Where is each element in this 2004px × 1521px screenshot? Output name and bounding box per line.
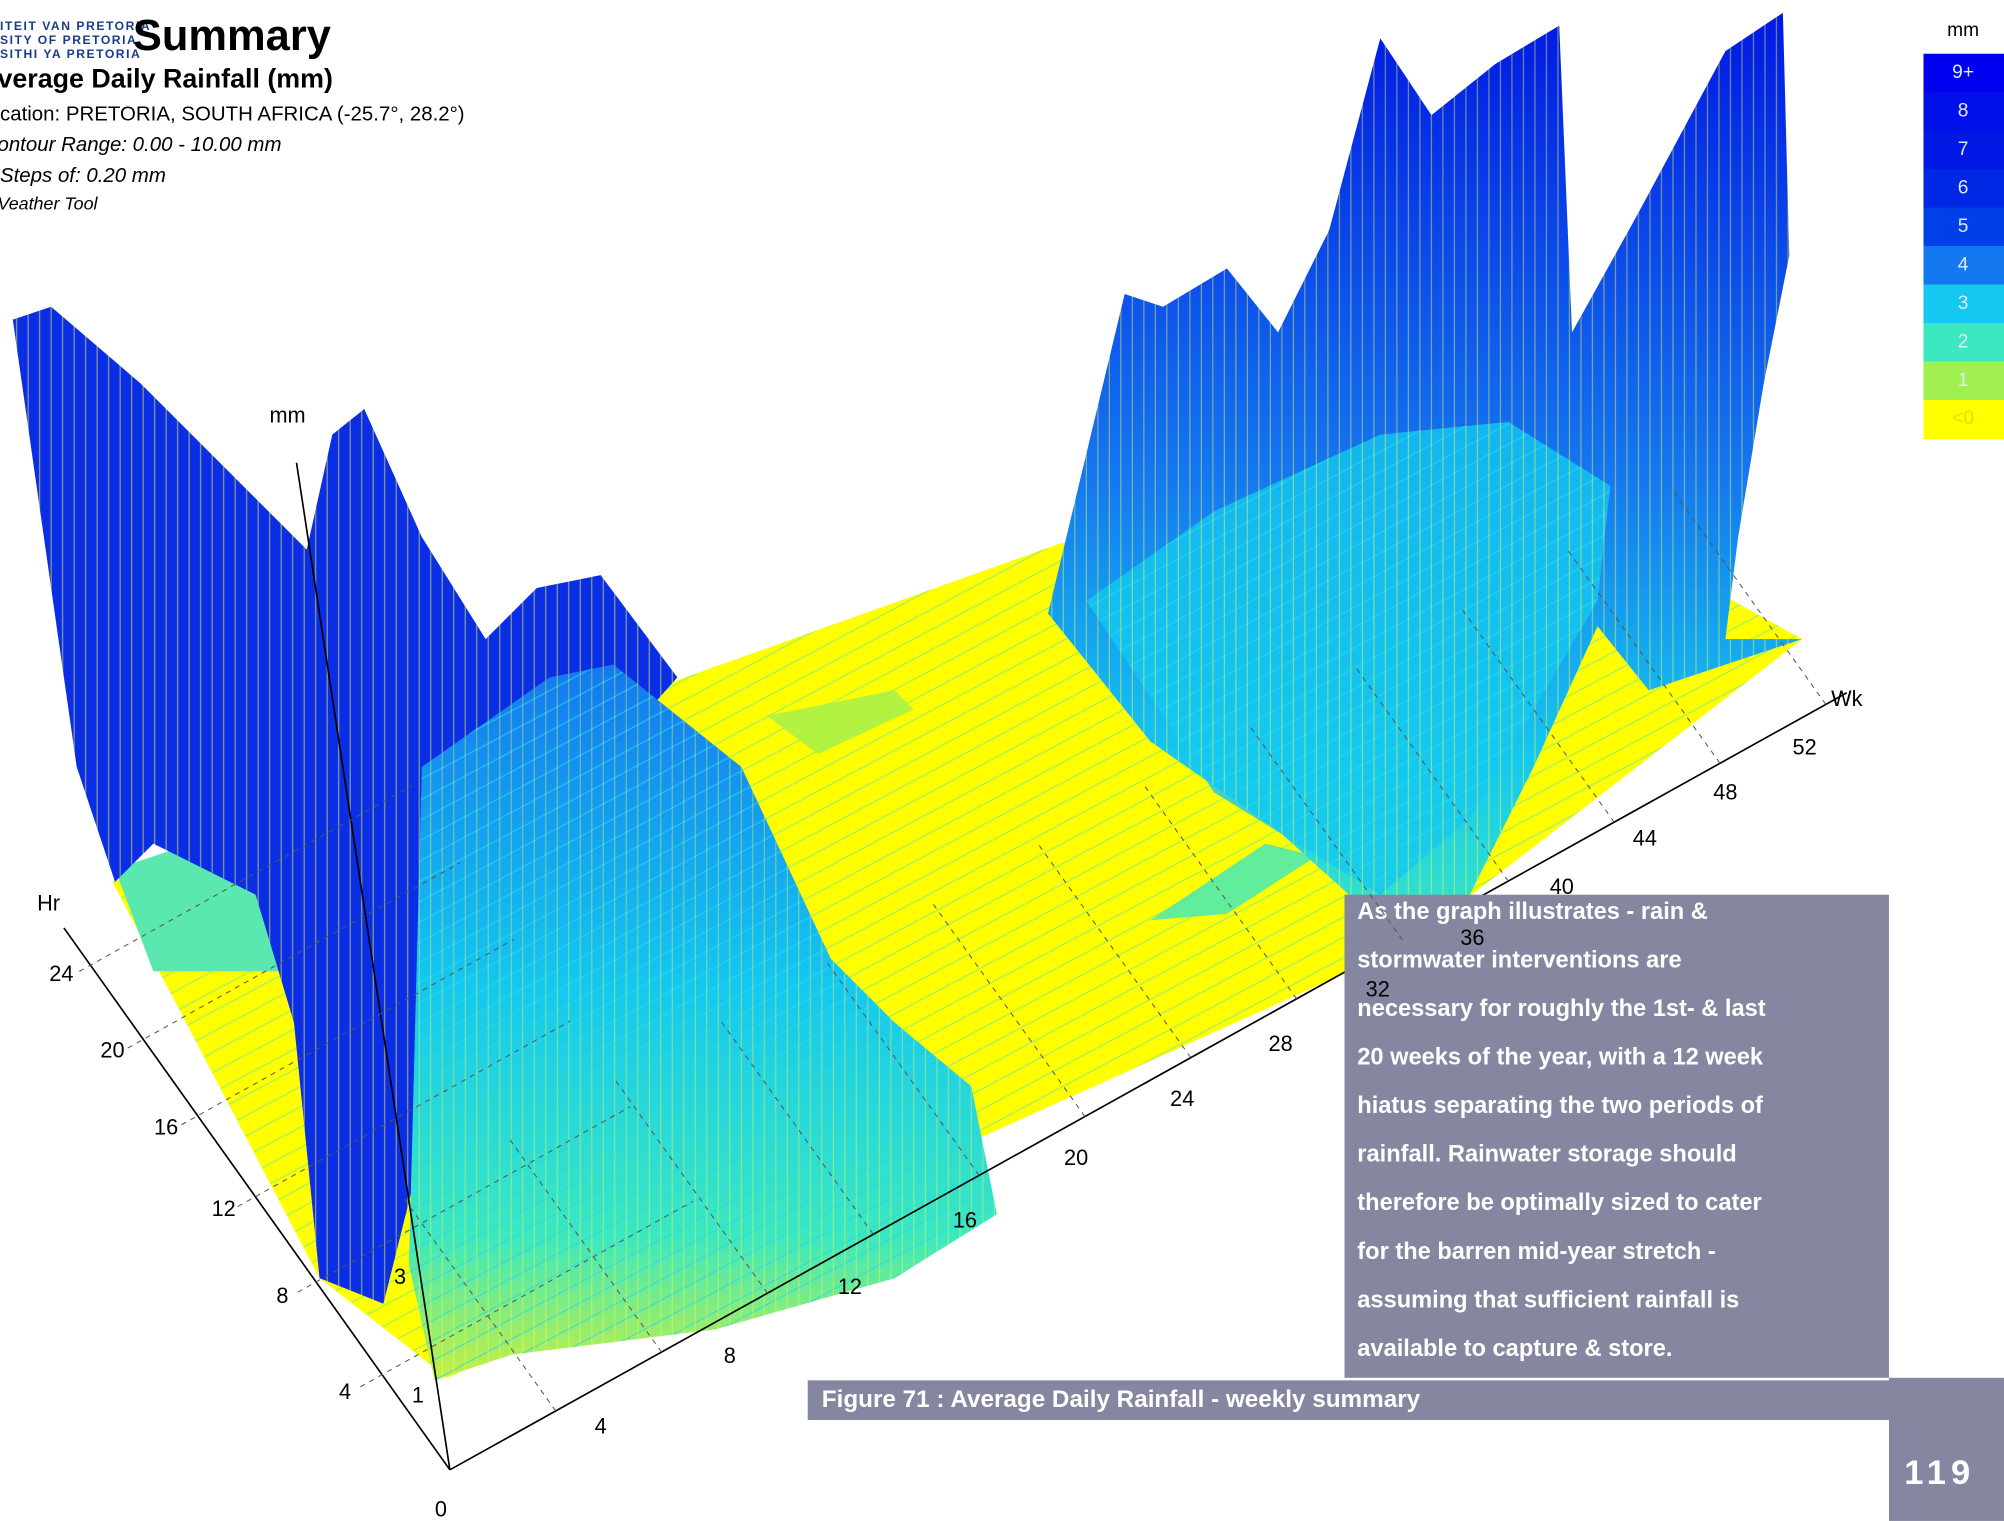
week-tick-label: 24 <box>1170 1086 1194 1111</box>
z-tick-label: 3 <box>394 1264 406 1289</box>
legend: 9+ 8 7 6 5 4 3 2 1 <0 <box>1923 54 2004 439</box>
week-tick-label: 12 <box>838 1274 862 1299</box>
week-tick-label: 20 <box>1064 1145 1088 1170</box>
hour-tick-label: 24 <box>49 961 73 986</box>
week-tick-label: 48 <box>1713 779 1737 804</box>
legend-label: 2 <box>1958 331 1969 352</box>
page-canvas: mm Hr Wk ITEIT VAN PRETORIA SITY OF PRET… <box>0 0 2004 1521</box>
header-subtitle: verage Daily Rainfall (mm) <box>0 64 333 94</box>
legend-label: 5 <box>1958 216 1969 237</box>
z-tick-label: 1 <box>412 1383 424 1408</box>
week-tick-label: 0 <box>435 1496 447 1521</box>
week-axis-label: Wk <box>1831 686 1862 711</box>
logo-line: ITEIT VAN PRETORIA <box>0 19 151 33</box>
header-info: Veather Tool <box>0 193 99 213</box>
annotation-line: therefore be optimally sized to cater <box>1357 1190 1761 1216</box>
legend-label: 6 <box>1958 177 1969 198</box>
annotation-line: hiatus separating the two periods of <box>1357 1093 1763 1119</box>
annotation-line: 20 weeks of the year, with a 12 week <box>1357 1045 1764 1071</box>
legend-label: <0 <box>1952 408 1974 429</box>
header-info: cation: PRETORIA, SOUTH AFRICA (-25.7°, … <box>0 102 465 125</box>
z-axis-label: mm <box>269 402 305 427</box>
legend-label: 1 <box>1958 370 1969 391</box>
annotation-line: for the barren mid-year stretch - <box>1357 1239 1715 1265</box>
legend-unit: mm <box>1947 20 1979 41</box>
week-tick-label: 36 <box>1460 925 1484 950</box>
header-info: Steps of: 0.20 mm <box>0 164 166 187</box>
week-tick-label: 32 <box>1366 976 1390 1001</box>
week-tick-label: 16 <box>953 1208 977 1233</box>
hour-axis-label: Hr <box>37 891 60 916</box>
hour-tick-label: 8 <box>276 1283 288 1308</box>
hour-tick-label: 20 <box>100 1038 124 1063</box>
week-tick-label: 44 <box>1633 825 1657 850</box>
annotation-line: necessary for roughly the 1st- & last <box>1357 996 1765 1022</box>
logo-line: SITY OF PRETORIA <box>0 33 137 47</box>
hour-tick-label: 4 <box>339 1379 351 1404</box>
annotation-line: rainfall. Rainwater storage should <box>1357 1142 1736 1168</box>
legend-label: 8 <box>1958 100 1969 121</box>
week-tick-label: 28 <box>1269 1031 1293 1056</box>
hour-tick-label: 16 <box>154 1114 178 1139</box>
figure-caption: Figure 71 : Average Daily Rainfall - wee… <box>822 1386 1421 1413</box>
week-tick-label: 8 <box>724 1343 736 1368</box>
week-tick-label: 4 <box>595 1413 607 1438</box>
page-number-box <box>1889 1378 2004 1521</box>
logo-line: SITHI YA PRETORIA <box>0 47 141 61</box>
week-tick-label: 52 <box>1793 735 1817 760</box>
legend-label: 9+ <box>1952 62 1974 83</box>
annotation-line: As the graph illustrates - rain & <box>1357 899 1708 925</box>
page: mm Hr Wk ITEIT VAN PRETORIA SITY OF PRET… <box>0 0 2004 1521</box>
annotation-line: stormwater interventions are <box>1357 947 1681 973</box>
header-info: ontour Range: 0.00 - 10.00 mm <box>0 133 281 156</box>
legend-label: 4 <box>1958 254 1969 275</box>
page-number: 119 <box>1904 1454 1975 1492</box>
annotation-line: assuming that sufficient rainfall is <box>1357 1287 1739 1313</box>
annotation-line: available to capture & store. <box>1357 1336 1672 1362</box>
legend-label: 3 <box>1958 293 1969 314</box>
header-title: Summary <box>133 12 331 60</box>
legend-label: 7 <box>1958 139 1969 160</box>
week-tick-label: 40 <box>1550 874 1574 899</box>
hour-tick-label: 12 <box>212 1196 236 1221</box>
